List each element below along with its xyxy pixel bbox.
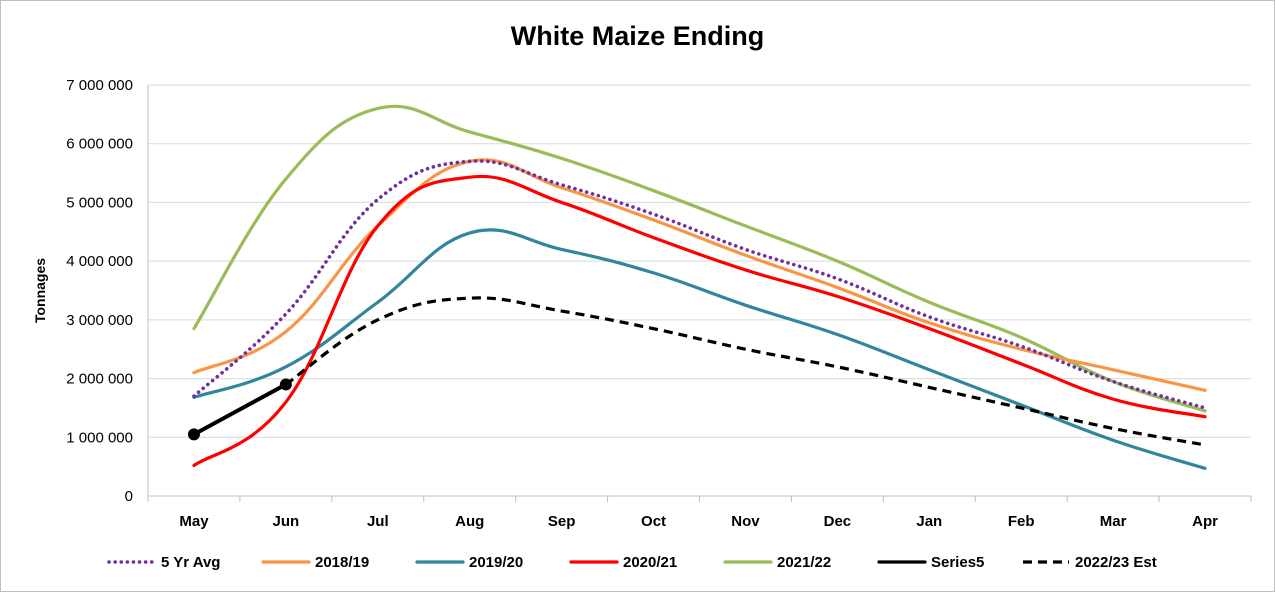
- data-point-series5: [279, 378, 292, 391]
- series-line-series5: [191, 382, 288, 437]
- data-point-series5: [187, 428, 200, 441]
- y-axis-label: Tonnages: [32, 258, 48, 323]
- x-tick-label: Sep: [548, 513, 576, 530]
- chart-title: White Maize Ending: [510, 21, 765, 51]
- x-tick-label: Aug: [455, 513, 484, 530]
- series-line-2021-22: [192, 104, 1207, 413]
- y-tick-label: 2 000 000: [66, 371, 133, 388]
- x-tick-label: Feb: [1008, 513, 1035, 530]
- y-tick-label: 3 000 000: [66, 312, 133, 329]
- series-line-2019-20: [192, 228, 1207, 471]
- x-tick-label: Mar: [1100, 513, 1127, 530]
- legend-label-2018-19: 2018/19: [315, 554, 369, 571]
- series-line-2020-21: [192, 174, 1207, 468]
- y-tick-label: 6 000 000: [66, 136, 133, 153]
- x-tick-label: Oct: [641, 513, 666, 530]
- legend-label-series5: Series5: [931, 554, 984, 571]
- y-tick-label: 7 000 000: [66, 77, 133, 94]
- x-tick-label: Jul: [367, 513, 389, 530]
- series-line-2018-19: [192, 158, 1207, 392]
- x-tick-label: Jun: [273, 513, 300, 530]
- legend-label-2019-20: 2019/20: [469, 554, 523, 571]
- y-tick-label: 5 000 000: [66, 194, 133, 211]
- series-line-5-yr-avg: [192, 159, 1207, 410]
- y-tick-label: 4 000 000: [66, 253, 133, 270]
- y-tick-label: 1 000 000: [66, 429, 133, 446]
- x-tick-label: Apr: [1192, 513, 1218, 530]
- legend-label-2021-22: 2021/22: [777, 554, 831, 571]
- x-tick-label: May: [179, 513, 209, 530]
- x-tick-label: Jan: [916, 513, 942, 530]
- y-tick-label: 0: [125, 488, 133, 505]
- x-tick-label: Dec: [824, 513, 852, 530]
- x-tick-label: Nov: [731, 513, 760, 530]
- legend-label-5-yr-avg: 5 Yr Avg: [161, 554, 220, 571]
- series-line-2022-23-est: [284, 296, 1206, 447]
- legend-label-2020-21: 2020/21: [623, 554, 677, 571]
- legend-label-2022-23-est: 2022/23 Est: [1075, 554, 1157, 571]
